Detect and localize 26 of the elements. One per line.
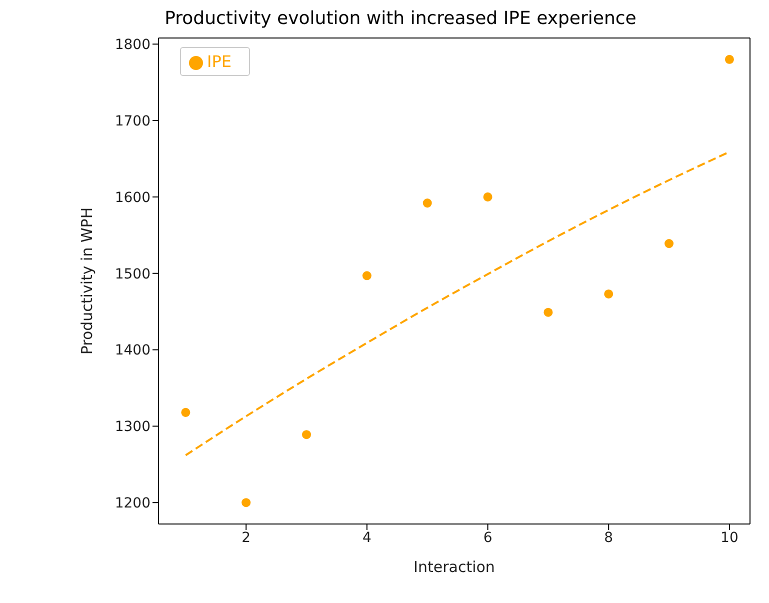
x-tick-label: 4 <box>362 530 372 546</box>
point <box>302 430 312 440</box>
y-tick-label: 1300 <box>114 419 150 436</box>
point <box>604 289 614 298</box>
y-tick-label: 1700 <box>114 114 150 130</box>
point <box>181 408 190 417</box>
x-tick-label: 8 <box>604 530 614 546</box>
chart-title: Productivity evolution with increased IPE experience <box>164 8 638 29</box>
point <box>362 271 372 280</box>
point <box>422 198 432 208</box>
point <box>724 54 734 64</box>
x-tick-label: 6 <box>483 530 492 546</box>
point <box>483 192 492 202</box>
y-tick-label: 1400 <box>114 342 150 359</box>
legend-label: IPE <box>207 52 232 71</box>
point <box>544 308 553 317</box>
y-tick-label: 1800 <box>114 37 150 54</box>
x-tick-label: 10 <box>720 530 738 546</box>
y-axis-title: Productivity in WPH <box>78 207 96 355</box>
y-tick-label: 1600 <box>114 190 150 206</box>
point <box>242 498 251 508</box>
x-axis-title: Interaction <box>414 558 495 576</box>
x-tick-label: 2 <box>242 530 251 546</box>
y-tick-label: 1200 <box>114 496 150 512</box>
y-tick-label: 1500 <box>114 266 150 282</box>
point <box>664 239 674 248</box>
